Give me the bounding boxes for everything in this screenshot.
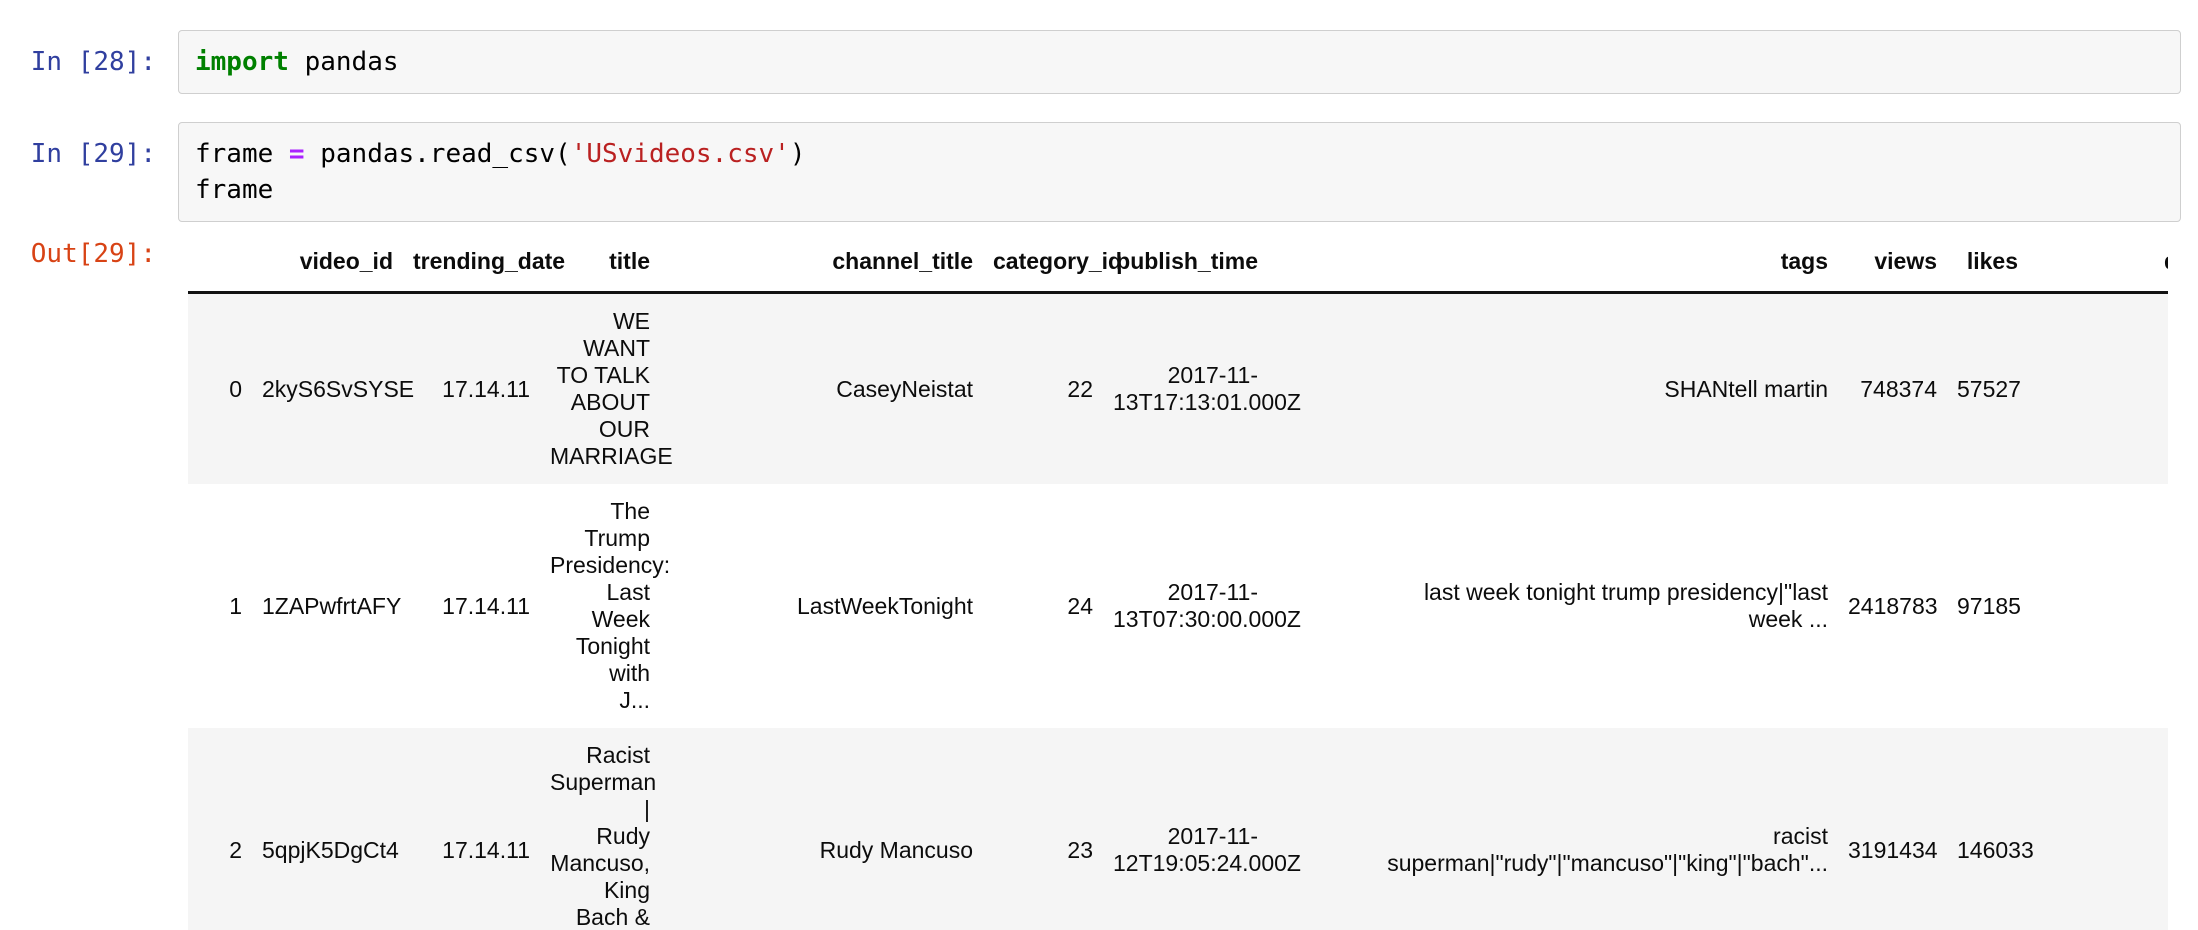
code-cell-28: In [28]: import pandas [0,30,2198,94]
dataframe-scroll-container[interactable]: video_id trending_date title channel_tit… [178,232,2168,930]
input-prompt-28: In [28]: [30,47,156,77]
table-cell: 748374 [1860,375,1937,402]
table-cell: 2017-11- 12T19:05:24.000Z [1113,823,1301,876]
table-cell: 24 [1067,592,1093,619]
column-header-trending-date: trending_date [403,232,565,294]
table-cell: SHANtell martin [1664,375,1828,402]
table-row: 2 5qpjK5DgCt4 17.14.11 Racist Superman |… [188,728,2168,930]
table-cell: LastWeekTonight [796,592,973,619]
column-header-likes: likes [1947,232,2028,294]
code-input-29[interactable]: frame = pandas.read_csv('USvideos.csv') … [178,122,2181,222]
table-cell [2028,484,2168,728]
code-token: pandas.read_csv( [304,139,571,169]
column-header-category-id: category_id [983,232,1122,294]
table-cell: 23 [1067,836,1093,863]
table-row: 0 2kyS6SvSYSE 17.14.11 WE WANT TO TALK A… [188,292,2168,485]
table-cell: 2kyS6SvSYSE [262,375,415,402]
table-row: 1 1ZAPwfrtAFY 17.14.11 The Trump Preside… [188,484,2168,728]
table-cell: 97185 [1957,592,2021,619]
table-cell: racist superman|"rudy"|"mancuso"|"king"|… [1387,823,1828,876]
table-cell: Racist Superman | Rudy Mancuso, King Bac… [550,742,657,930]
code-line: frame = pandas.read_csv('USvideos.csv') [195,136,2164,172]
code-cell-29: In [29]: frame = pandas.read_csv('USvide… [0,122,2198,222]
table-cell: 17.14.11 [442,592,530,619]
table-cell: 22 [1067,375,1093,402]
table-cell: 17.14.11 [442,836,530,863]
code-token: pandas [288,47,399,77]
code-token: ) [789,139,806,169]
table-cell: 57527 [1957,375,2021,402]
table-cell: CaseyNeistat [836,375,973,402]
dataframe-table: video_id trending_date title channel_tit… [188,232,2168,930]
column-header-video-id: video_id [252,232,403,294]
column-header-publish-time: publish_time [1103,232,1268,294]
column-header-views: views [1838,232,1947,294]
table-cell [2028,293,2168,485]
string-token: 'USvideos.csv' [570,139,790,169]
column-header-index [188,232,252,294]
code-token: frame [195,139,289,169]
code-line: import pandas [195,44,2164,80]
table-cell: WE WANT TO TALK ABOUT OUR MARRIAGE [550,308,673,469]
keyword-token: import [195,47,289,77]
row-index: 0 [229,375,242,402]
input-prompt-29: In [29]: [30,139,156,169]
header-row: video_id trending_date title channel_tit… [188,232,2168,294]
row-index: 2 [229,836,242,863]
output-prompt-29: Out[29]: [30,239,156,269]
table-cell: 1ZAPwfrtAFY [262,592,402,619]
table-cell: last week tonight trump presidency|"last… [1423,579,1828,632]
column-header-tags: tags [1268,232,1838,294]
output-cell-29: Out[29]: video_id trending_date title ch… [0,232,2198,930]
code-line: frame [195,175,274,205]
column-header-dislikes-clipped: d [2028,232,2168,294]
column-header-channel-title: channel_title [660,232,983,294]
table-cell: The Trump Presidency: Last Week Tonight … [550,498,671,713]
row-index: 1 [229,592,242,619]
table-cell: Rudy Mancuso [819,836,973,863]
operator-token: = [288,139,305,169]
table-cell: 2017-11- 13T17:13:01.000Z [1113,362,1301,415]
table-cell: 3191434 [1848,836,1938,863]
table-cell: 2017-11- 13T07:30:00.000Z [1113,579,1301,632]
table-cell [2028,728,2168,930]
table-cell: 5qpjK5DgCt4 [262,836,399,863]
table-cell: 17.14.11 [442,375,530,402]
table-cell: 2418783 [1848,592,1938,619]
code-input-28[interactable]: import pandas [178,30,2181,94]
table-cell: 146033 [1957,836,2034,863]
column-header-title: title [540,232,660,294]
